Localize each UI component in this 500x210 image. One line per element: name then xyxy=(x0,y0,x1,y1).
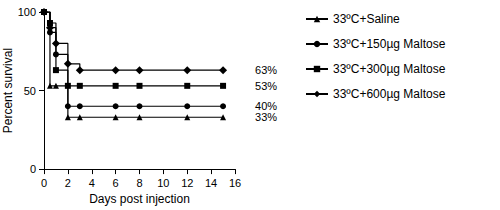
svg-text:14: 14 xyxy=(205,177,217,189)
svg-text:8: 8 xyxy=(136,177,142,189)
svg-text:0: 0 xyxy=(41,177,47,189)
svg-text:53%: 53% xyxy=(255,80,277,92)
svg-text:6: 6 xyxy=(113,177,119,189)
svg-text:40%: 40% xyxy=(255,100,277,112)
svg-text:12: 12 xyxy=(181,177,193,189)
svg-text:63%: 63% xyxy=(255,64,277,76)
svg-text:2: 2 xyxy=(65,177,71,189)
svg-text:10: 10 xyxy=(157,177,169,189)
svg-text:33ºC+Saline: 33ºC+Saline xyxy=(333,12,400,26)
svg-text:33ºC+150µg Maltose: 33ºC+150µg Maltose xyxy=(333,37,446,51)
svg-text:33ºC+600µg Maltose: 33ºC+600µg Maltose xyxy=(333,87,446,101)
svg-text:Days post injection: Days post injection xyxy=(89,192,190,206)
svg-text:0: 0 xyxy=(30,163,36,175)
svg-text:50: 50 xyxy=(24,85,36,97)
svg-text:100: 100 xyxy=(18,6,36,18)
svg-text:16: 16 xyxy=(229,177,241,189)
svg-text:4: 4 xyxy=(89,177,95,189)
svg-text:33%: 33% xyxy=(255,111,277,123)
svg-text:Percent survival: Percent survival xyxy=(1,48,15,133)
svg-text:33ºC+300µg Maltose: 33ºC+300µg Maltose xyxy=(333,62,446,76)
